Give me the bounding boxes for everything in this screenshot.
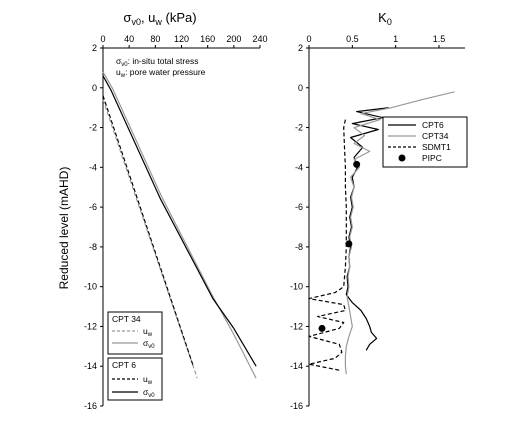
legend-cpt34-uw-label: uw [143,326,153,338]
stress-x-tick-label: 120 [174,34,189,44]
k0-y-tick-label: -2 [295,123,303,133]
stress-panel: σv0, uw (kPa) Reduced level (mAHD) 0 40 80… [57,10,268,411]
legend-k0-pipc-label: PIPC [422,153,442,163]
legend-cpt6-uw-label: uw [143,374,153,386]
k0-point-pipc [353,160,361,168]
stress-x-tick-label: 240 [252,34,267,44]
stress-y-tick-label: -4 [89,162,97,172]
k0-x-tick-label: 1.5 [433,34,446,44]
legend-k0-pipc-marker [398,154,406,162]
stress-y-ticks: 2 0 -2 -4 -6 -8 -10 -12 -14 -16 [84,43,103,411]
k0-panel-title: K0 [378,10,392,27]
stress-y-tick-label: -12 [84,321,97,331]
stress-line-cpt-34-uw [102,99,198,379]
annotation-total-stress: σv0: in-situ total stress [116,56,198,68]
k0-point-pipc [318,324,326,332]
k0-panel: K0 0 0.5 1 1.5 20-2-4-6-8-10-12-14-16 CPT6 … [290,10,468,411]
k0-x-tick-label: 1 [393,34,398,44]
y-axis-label: Reduced level (mAHD) [57,167,71,290]
k0-series [308,91,455,375]
legend-cpt34: CPT 34 uw σv0 [107,311,163,355]
legend-cpt34-sigma-label: σv0 [143,338,155,350]
legend-cpt6-sigma-label: σv0 [143,387,155,399]
k0-x-tick-label: 0.5 [346,34,359,44]
k0-line-sdmt1 [308,119,347,371]
legend-cpt34-box [107,311,163,355]
stress-y-tick-label: 0 [92,83,97,93]
stress-x-ticks: 0 40 80 120 160 200 240 [100,34,268,48]
k0-x-ticks: 0 0.5 1 1.5 [306,34,445,48]
k0-y-ticks: 2 0 -2 -4 -6 -8 -10 -12 -14 -16 [290,43,309,411]
k0-y-tick-label: -10 [290,282,303,292]
stress-x-tick-label: 160 [200,34,215,44]
k0-y-tick-label: 2 [298,43,303,53]
stress-series [102,71,257,379]
k0-line-cpt6 [345,107,389,351]
k0-line-cpt34 [344,91,455,375]
k0-point-pipc [345,240,353,248]
stress-annotation: σv0: in-situ total stress uw: pore water… [116,56,206,79]
k0-y-tick-label: -4 [295,162,303,172]
stress-y-tick-label: -2 [89,123,97,133]
legend-k0-cpt34-label: CPT34 [422,131,449,141]
stress-y-tick-label: 2 [92,43,97,53]
stress-y-tick-label: -10 [84,282,97,292]
stress-y-tick-label: -8 [89,242,97,252]
k0-y-tick-label: -8 [295,242,303,252]
stress-y-tick-label: -16 [84,401,97,411]
k0-y-tick-label: -14 [290,361,303,371]
legend-cpt34-title: CPT 34 [112,314,141,324]
legend-k0-cpt6-label: CPT6 [422,120,444,130]
stress-y-tick-label: -6 [89,202,97,212]
stress-x-tick-label: 200 [226,34,241,44]
stress-x-tick-label: 40 [124,34,134,44]
stress-line-cpt-34-v0 [102,71,257,379]
k0-y-tick-label: -16 [290,401,303,411]
stress-x-tick-label: 80 [150,34,160,44]
k0-y-tick-label: -12 [290,321,303,331]
annotation-pore-pressure: uw: pore water pressure [116,67,206,79]
k0-y-tick-label: 0 [298,83,303,93]
legend-k0: CPT6 CPT34 SDMT1 PIPC [382,116,468,168]
stress-line-cpt-6-uw [102,95,194,367]
legend-cpt6: CPT 6 uw σv0 [107,357,163,401]
k0-y-tick-label: -6 [295,202,303,212]
stress-line-cpt-6-v0 [102,75,257,367]
stress-y-tick-label: -14 [84,361,97,371]
k0-x-tick-label: 0 [306,34,311,44]
legend-k0-sdmt1-label: SDMT1 [422,142,451,152]
stress-x-tick-label: 0 [100,34,105,44]
stress-panel-title: σv0, uw (kPa) [123,10,196,27]
legend-cpt6-title: CPT 6 [112,360,136,370]
